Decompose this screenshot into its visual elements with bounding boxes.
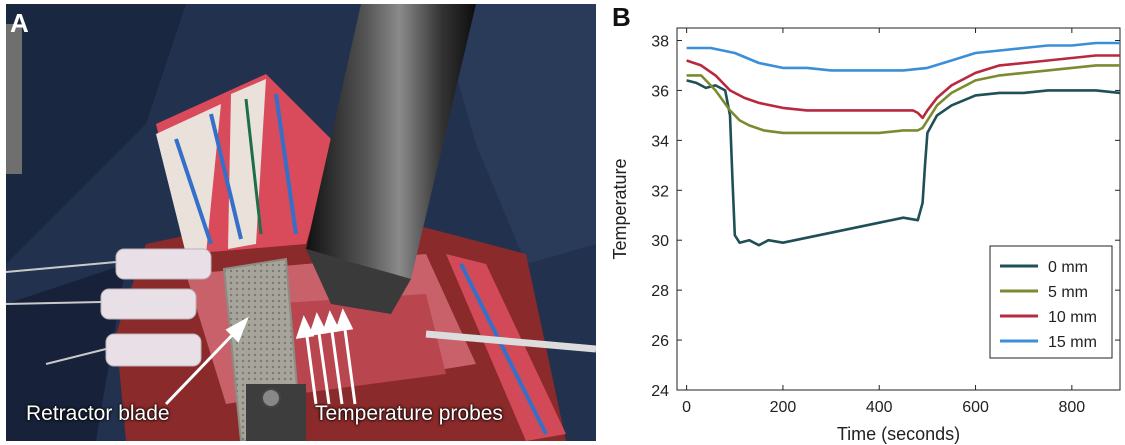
metal-cylinder	[306, 4, 476, 279]
legend-label-0-mm: 0 mm	[1048, 259, 1088, 276]
annotation-arrows	[164, 308, 357, 406]
x-tick-label: 0	[682, 399, 691, 416]
y-tick-label: 28	[651, 283, 669, 300]
y-tick-label: 38	[651, 33, 669, 50]
legend-label-5-mm: 5 mm	[1048, 284, 1088, 301]
y-tick-label: 34	[651, 133, 669, 150]
panel-label-a: A	[10, 8, 29, 38]
series-line-15-mm	[686, 41, 1120, 72]
surgical-photo-panel	[6, 4, 596, 441]
series-line-0-mm	[686, 79, 1121, 247]
x-tick-label: 400	[866, 399, 893, 416]
legend-label-15-mm: 15 mm	[1048, 334, 1097, 351]
series-line-5-mm	[686, 64, 1120, 135]
x-tick-label: 600	[962, 399, 989, 416]
temperature-probes-caption: Temperature probes	[315, 402, 503, 425]
y-tick-label: 32	[651, 183, 669, 200]
y-tick-label: 30	[651, 233, 669, 250]
series-line-10-mm	[686, 54, 1120, 120]
surgical-photo	[6, 4, 596, 441]
plot-frame	[676, 27, 1121, 391]
y-tick-label: 26	[651, 333, 669, 350]
y-tick-label: 36	[651, 83, 669, 100]
legend-label-10-mm: 10 mm	[1048, 309, 1097, 326]
x-axis-label: Time (seconds)	[837, 424, 960, 444]
x-tick-label: 800	[1058, 399, 1085, 416]
temperature-line-chart: 0 200 400 600 800 24 26 28 30 32 34 36 38 0 mm 5 mm 10 …	[610, 27, 1121, 444]
retractor-blade-caption: Retractor blade	[26, 402, 170, 425]
y-axis-label: Temperature	[610, 158, 630, 259]
x-tick-label: 200	[770, 399, 797, 416]
y-tick-label: 24	[651, 383, 669, 400]
syringe-hubs	[100, 248, 212, 367]
panel-label-b: B	[612, 2, 631, 32]
